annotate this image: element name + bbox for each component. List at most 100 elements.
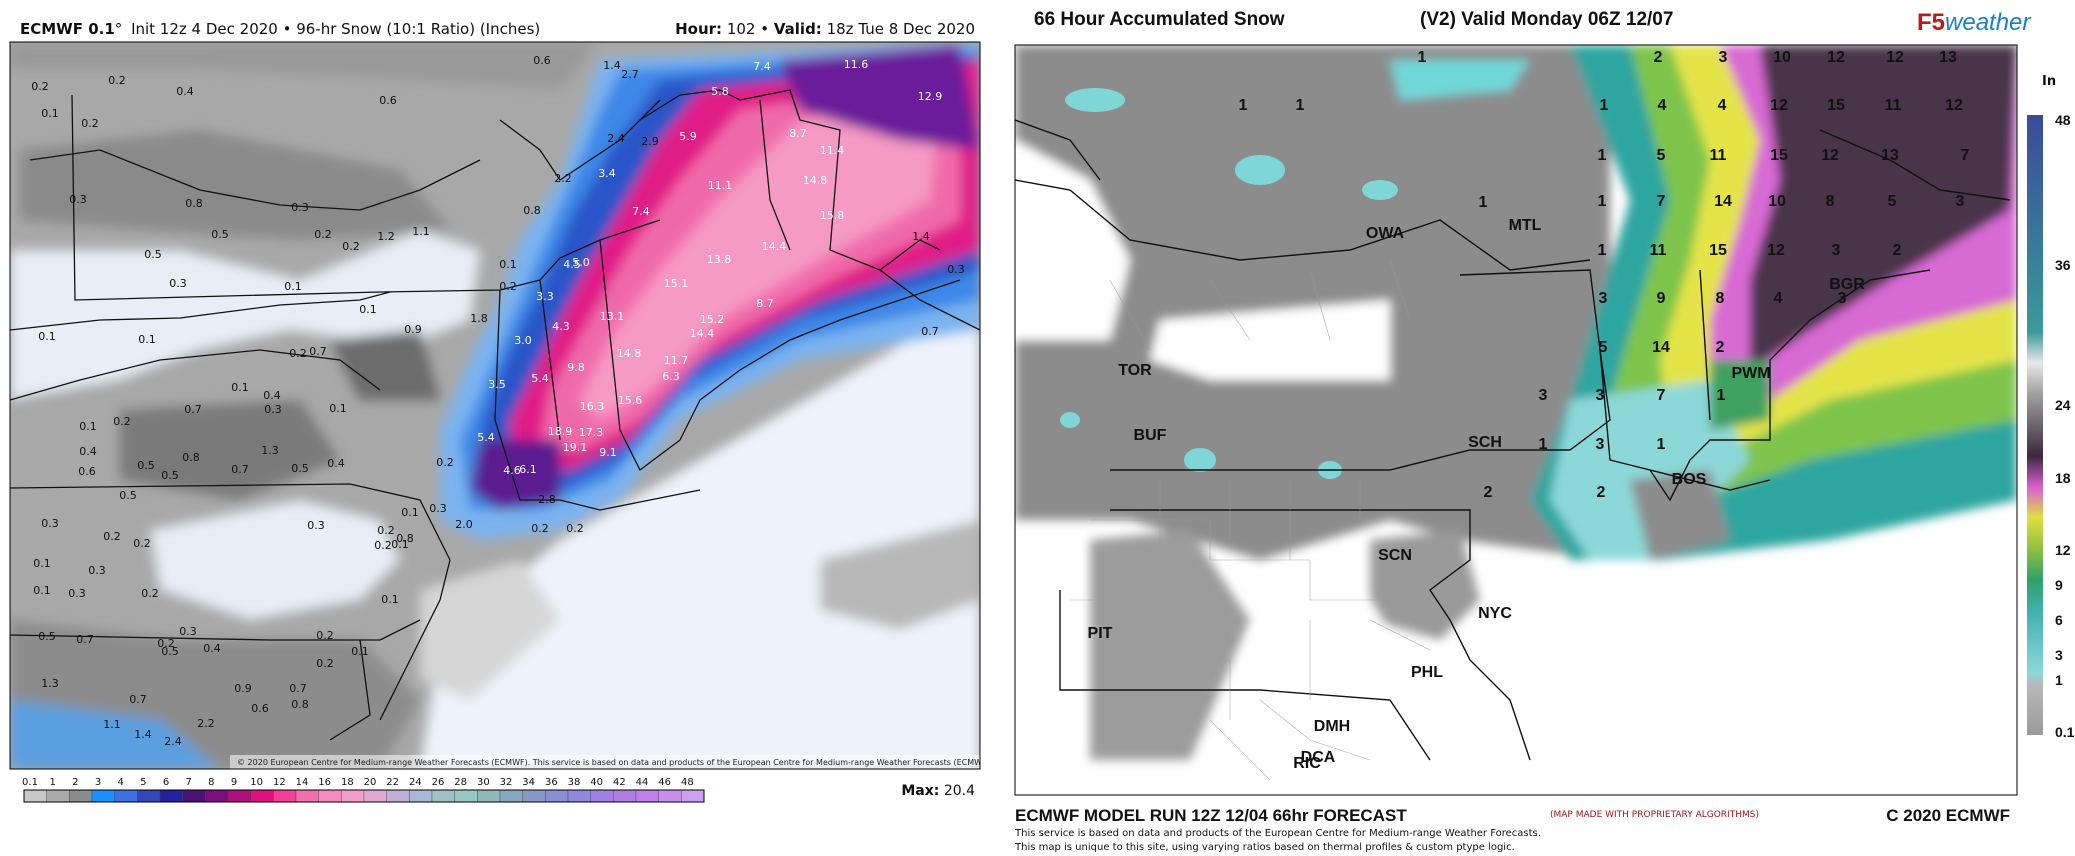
scale-unit: In (2042, 74, 2056, 89)
legend-swatch (545, 789, 569, 803)
map-value-label: 0.2 (141, 587, 159, 600)
scale-label: 0.1 (2055, 724, 2075, 740)
snow-amount-label: 2 (1716, 339, 1725, 356)
snow-amount-label: 3 (1596, 436, 1605, 453)
map-value-label: 0.5 (211, 228, 229, 241)
map-value-label: 5.4 (477, 431, 495, 444)
snow-amount-label: 14 (1714, 193, 1732, 210)
map-value-label: 0.1 (138, 333, 156, 346)
snow-amount-label: 5 (1888, 193, 1897, 210)
legend-swatch (159, 789, 183, 803)
left-header-title: Init 12z 4 Dec 2020 • 96-hr Snow (10:1 R… (131, 20, 540, 38)
left-hour-label: Hour: (675, 20, 722, 38)
legend-tick-label: 4 (117, 777, 123, 788)
snow-amount-label: 1 (1296, 97, 1305, 114)
map-value-label: 0.2 (566, 522, 584, 535)
scale-label: 12 (2055, 542, 2071, 558)
legend-swatch (454, 789, 478, 803)
snow-amount-label: 4 (1774, 290, 1783, 307)
map-value-label: 0.5 (291, 462, 309, 475)
legend-swatch (590, 789, 614, 803)
map-value-label: 18.9 (548, 425, 573, 438)
map-value-label: 14.4 (690, 327, 715, 340)
snow-amount-label: 11 (1885, 97, 1902, 114)
right-title: 66 Hour Accumulated Snow (1034, 9, 1285, 30)
snow-amount-label: 2 (1654, 49, 1663, 66)
city-label: NYC (1478, 605, 1512, 622)
legend-tick-label: 16 (318, 777, 331, 788)
scale-label: 6 (2055, 612, 2063, 628)
left-valid-label: Valid: (774, 20, 822, 38)
snow-amount-label: 7 (1961, 147, 1970, 164)
logo-weather: weather (1945, 9, 2031, 36)
legend-tick-label: 0.1 (22, 777, 38, 788)
map-value-label: 0.3 (429, 502, 447, 515)
map-value-label: 0.1 (499, 258, 517, 271)
snow-amount-label: 2 (1484, 484, 1493, 501)
legend-tick-label: 42 (613, 777, 626, 788)
map-value-label: 0.5 (137, 459, 155, 472)
map-value-label: 8.7 (756, 297, 774, 310)
legend-tick-label: 22 (386, 777, 399, 788)
map-value-label: 0.1 (33, 557, 51, 570)
map-value-label: 0.1 (351, 645, 369, 658)
snow-amount-label: 1 (1657, 436, 1666, 453)
map-value-label: 0.2 (377, 524, 395, 537)
legend-tick-label: 9 (231, 777, 237, 788)
snow-amount-label: 5 (1657, 147, 1666, 164)
map-value-label: 2.2 (554, 172, 572, 185)
snow-amount-label: 12 (1770, 97, 1788, 114)
snow-amount-label: 15 (1827, 97, 1845, 114)
map-value-label: 0.2 (289, 347, 307, 360)
city-label: PHL (1411, 664, 1443, 681)
legend-swatch (273, 789, 297, 803)
map-value-label: 0.1 (359, 303, 377, 316)
scale-label: 36 (2055, 257, 2071, 273)
map-value-label: 0.2 (81, 117, 99, 130)
scale-label: 24 (2055, 397, 2071, 413)
legend-tick-label: 2 (72, 777, 78, 788)
map-value-label: 5.9 (679, 130, 697, 143)
map-value-label: 0.5 (144, 248, 162, 261)
map-value-label: 3.3 (536, 290, 554, 303)
right-snow-map-panel: 66 Hour Accumulated Snow (V2) Valid Mond… (1010, 0, 2075, 856)
left-max-label: Max: (901, 783, 939, 799)
map-value-label: 0.8 (185, 197, 203, 210)
city-label: MTL (1509, 217, 1542, 234)
snow-amount-label: 2 (1893, 242, 1902, 259)
map-value-label: 13.8 (707, 253, 732, 266)
map-value-label: 1.3 (41, 677, 59, 690)
map-value-label: 0.1 (79, 420, 97, 433)
snow-amount-label: 13 (1881, 147, 1899, 164)
map-value-label: 2.9 (641, 135, 659, 148)
map-value-label: 0.6 (533, 54, 551, 67)
map-value-label: 0.2 (31, 80, 49, 93)
map-value-label: 11.1 (708, 179, 733, 192)
map-value-label: 0.5 (119, 489, 137, 502)
right-map-area: 11 112 3 10 12 12 131 4 4 12 15 11 121 5 11 15 12 13 71 7 14… (1015, 45, 2017, 795)
map-value-label: 5.8 (711, 85, 729, 98)
legend-swatch (386, 789, 410, 803)
map-value-label: 0.1 (41, 107, 59, 120)
map-value-label: 0.7 (184, 403, 202, 416)
city-label: BUF (1134, 427, 1167, 444)
snow-amount-label: 1 (1598, 147, 1607, 164)
map-value-label: 0.5 (161, 469, 179, 482)
scale-labels: 48 36 24 18 12 9 6 3 1 0.1 (2055, 112, 2075, 740)
map-value-label: 0.1 (284, 280, 302, 293)
map-value-label: 0.3 (947, 263, 965, 276)
legend-tick-label: 6 (163, 777, 169, 788)
legend-swatch (46, 789, 70, 803)
map-value-label: 0.2 (374, 539, 392, 552)
legend-swatch (363, 789, 387, 803)
map-value-label: 0.2 (314, 228, 332, 241)
snow-amount-label: 3 (1832, 242, 1841, 259)
map-value-label: 0.3 (307, 519, 325, 532)
snow-amount-label: 3 (1719, 49, 1728, 66)
city-label: OWA (1366, 225, 1405, 242)
legend-tick-label: 24 (409, 777, 422, 788)
snow-amount-label: 1 (1239, 97, 1248, 114)
snow-amount-label: 15 (1709, 242, 1727, 259)
map-value-label: 0.2 (103, 530, 121, 543)
legend-tick-label: 1 (49, 777, 55, 788)
